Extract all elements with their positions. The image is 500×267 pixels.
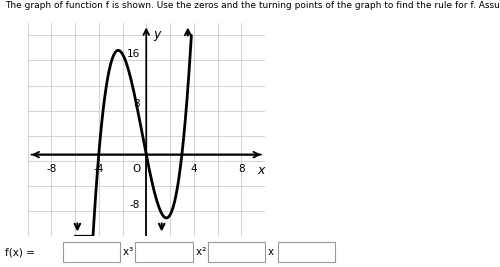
Text: 16: 16	[127, 49, 140, 59]
Text: x: x	[258, 164, 265, 177]
Text: 8: 8	[134, 99, 140, 109]
Text: -4: -4	[94, 164, 104, 174]
Text: -8: -8	[46, 164, 56, 174]
Text: y: y	[154, 28, 161, 41]
Text: 4: 4	[190, 164, 197, 174]
Text: f(x) =: f(x) =	[5, 247, 35, 257]
Text: 8: 8	[238, 164, 244, 174]
Text: O: O	[132, 164, 140, 174]
Text: x +: x +	[268, 247, 286, 257]
Text: The graph of function f is shown. Use the zeros and the turning points of the gr: The graph of function f is shown. Use th…	[5, 1, 500, 10]
Text: x² +: x² +	[196, 247, 218, 257]
Text: -8: -8	[130, 200, 140, 210]
Text: x³ +: x³ +	[123, 247, 145, 257]
